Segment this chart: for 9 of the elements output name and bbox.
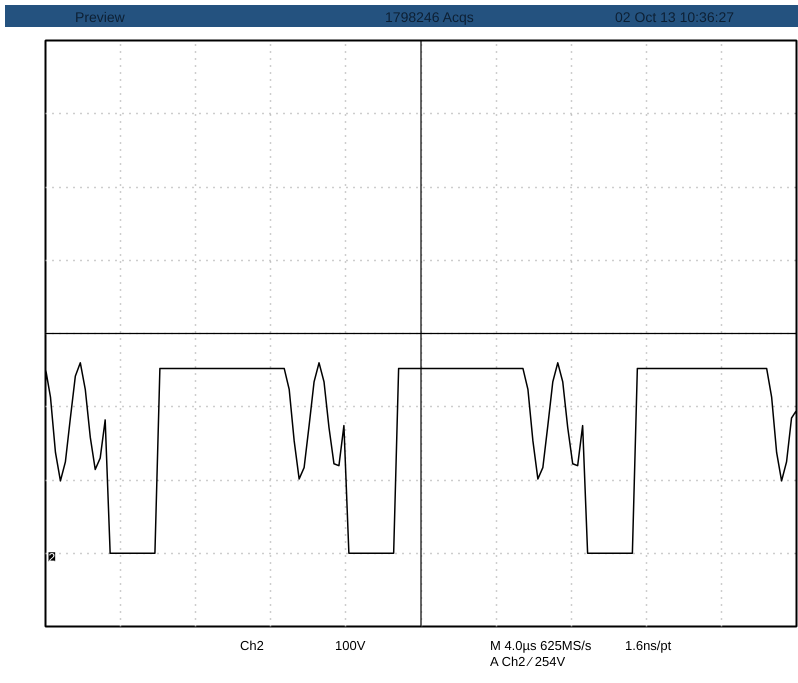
text: Preview bbox=[75, 8, 125, 27]
text: M 4.0µs 625MS/s bbox=[490, 637, 592, 655]
text: 100V bbox=[335, 637, 366, 655]
text: Ch2 bbox=[240, 637, 264, 655]
text: 02 Oct 13 10:36:27 bbox=[615, 8, 734, 27]
text: A Ch2 ∕ 254V bbox=[490, 653, 566, 671]
annotation: 2 bbox=[48, 550, 56, 564]
text: 1.6ns/pt bbox=[625, 637, 672, 655]
text: 1798246 Acqs bbox=[385, 8, 474, 27]
